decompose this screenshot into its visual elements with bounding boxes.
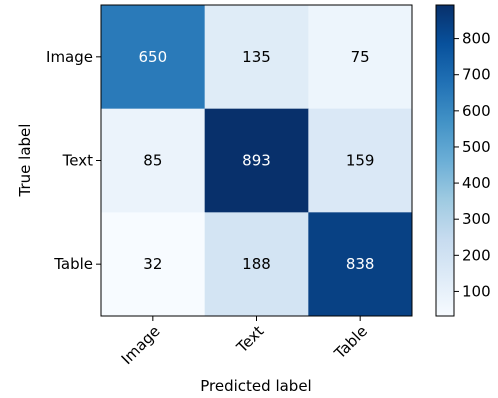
cell-value-label: 135 [242, 48, 271, 66]
cell-value-label: 650 [139, 48, 168, 66]
heatmap-cell [308, 212, 413, 317]
colorbar-tick-label: 700 [462, 66, 491, 84]
colorbar [435, 4, 455, 317]
y-tick-label: Text [62, 152, 93, 170]
cell-value-label: 838 [346, 255, 375, 273]
cell-value-label: 32 [143, 255, 162, 273]
heatmap-cell-labels: 650 135 75 85 893 159 32 188 838 [139, 48, 375, 273]
x-tick-label: Image [118, 322, 164, 368]
y-tick-label: Table [53, 255, 93, 273]
heatmap-cell [308, 5, 413, 110]
colorbar-tick-label: 300 [462, 210, 491, 228]
heatmap-cell [308, 108, 413, 213]
colorbar-tick-label: 600 [462, 102, 491, 120]
colorbar-tick-label: 100 [462, 282, 491, 300]
x-tick-label: Text [232, 322, 267, 357]
y-tick-label: Image [46, 48, 93, 66]
cell-value-label: 188 [242, 255, 271, 273]
cell-value-label: 85 [143, 152, 162, 170]
heatmap-cell [101, 212, 206, 317]
heatmap-cells [101, 5, 413, 317]
y-axis-ticks: Image Text Table [46, 48, 101, 273]
heatmap-cell [204, 212, 309, 317]
colorbar-tick-label: 800 [462, 30, 491, 48]
colorbar-tick-label: 500 [462, 138, 491, 156]
heatmap-cell [204, 5, 309, 110]
cell-value-label: 159 [346, 152, 375, 170]
colorbar-tick-label: 200 [462, 246, 491, 264]
heatmap-cell [101, 108, 206, 213]
y-axis-label: True label [16, 124, 34, 198]
x-axis-label: Predicted label [200, 377, 311, 395]
cell-value-label: 75 [351, 48, 370, 66]
colorbar-ticks: 100 200 300 400 500 600 700 800 [454, 30, 491, 300]
x-axis-ticks: Image Text Table [118, 316, 371, 368]
colorbar-tick-label: 400 [462, 174, 491, 192]
heatmap-cell [204, 108, 309, 213]
x-tick-label: Table [330, 322, 371, 363]
heatmap-cell [101, 5, 206, 110]
cell-value-label: 893 [242, 152, 271, 170]
